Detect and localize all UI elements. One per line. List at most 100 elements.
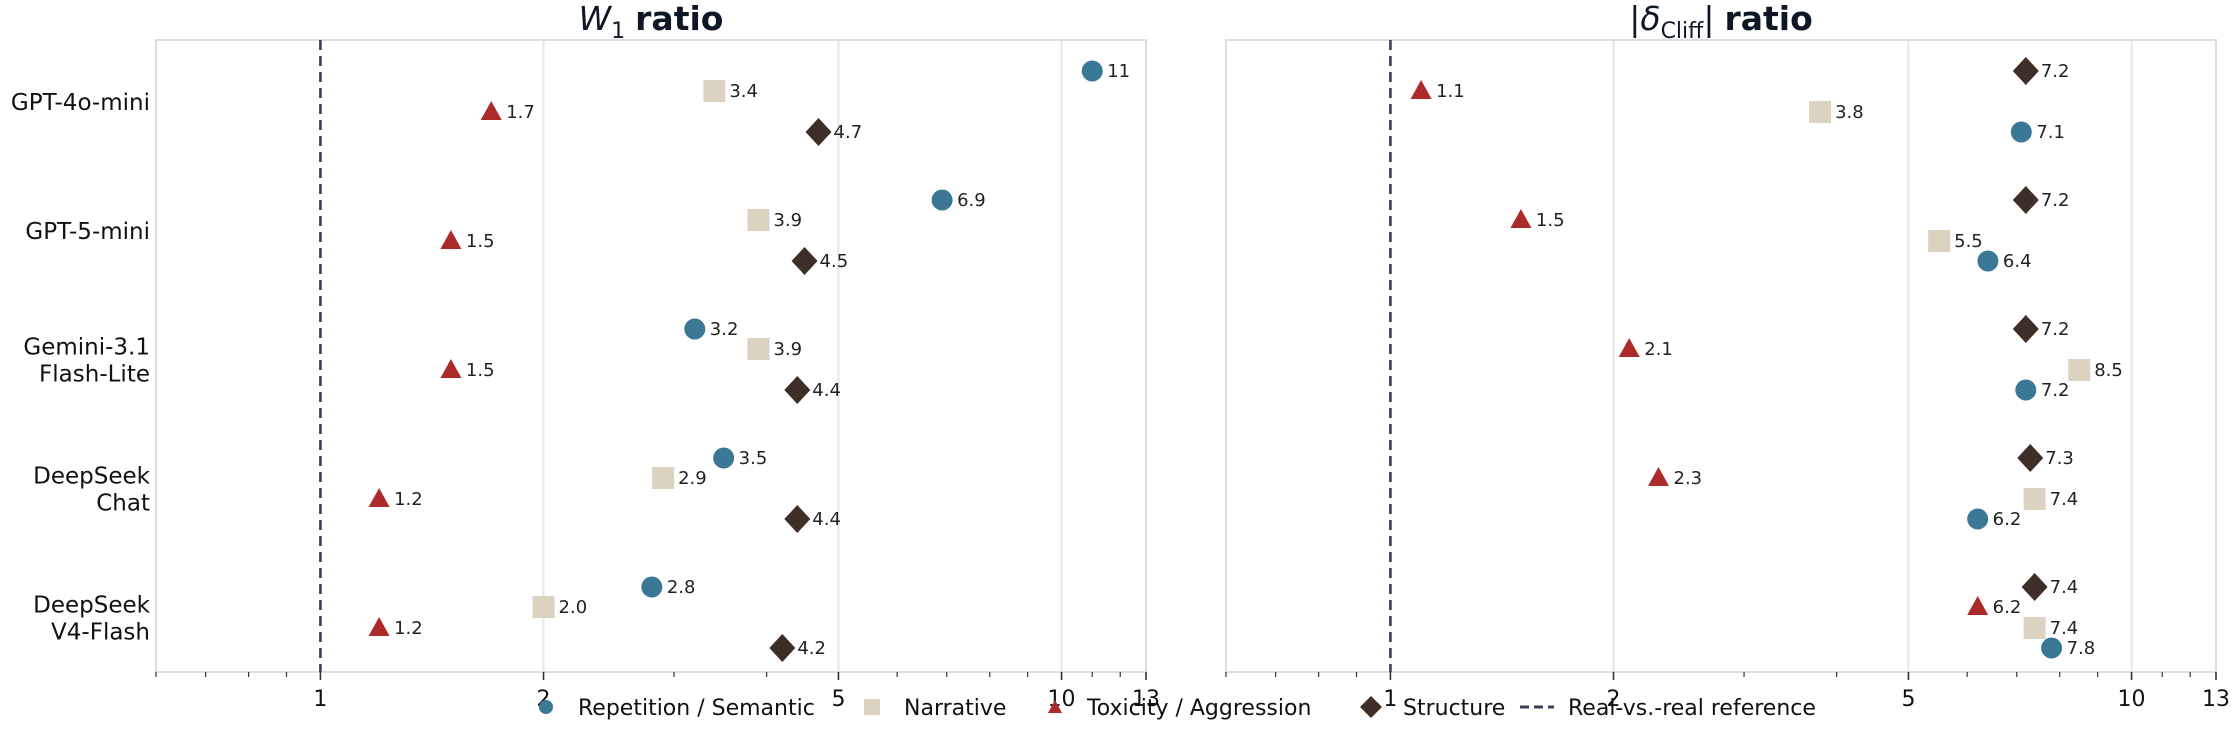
point-narrative-gemini-3-1-flash-lite	[747, 338, 770, 360]
data-label-toxicity-aggression-gemini-3-1-flash-lite: 1.5	[466, 360, 495, 381]
data-label-narrative-gpt-4o-mini: 3.4	[729, 81, 758, 102]
legend-label-real-vs-real-reference: Real-vs.-real reference	[1568, 696, 1816, 721]
point-toxicity-aggression-deepseek-chat	[368, 488, 390, 507]
chart-title: |δCliff| ratio	[1629, 0, 1813, 44]
data-label-structure-gpt-5-mini: 4.5	[820, 251, 849, 272]
data-label-structure-deepseek-chat: 7.3	[2045, 448, 2074, 469]
data-label-narrative-gpt-5-mini: 5.5	[1954, 231, 1983, 252]
x-tick-label-5: 5	[1901, 687, 1915, 712]
legend-label-narrative: Narrative	[904, 696, 1006, 721]
data-label-toxicity-aggression-deepseek-chat: 2.3	[1674, 468, 1703, 489]
x-tick-label-10: 10	[2118, 687, 2146, 712]
data-label-repetition-semantic-deepseek-chat: 3.5	[739, 448, 768, 469]
point-narrative-gpt-4o-mini	[703, 80, 726, 102]
point-repetition-semantic-deepseek-chat	[1967, 508, 1989, 530]
category-label-gemini-3-1-flash-lite: Gemini-3.1 Flash-Lite	[23, 335, 150, 388]
point-narrative-deepseek-chat	[652, 467, 675, 489]
legend-item-structure: Structure	[1360, 696, 1505, 721]
point-narrative-deepseek-v4-flash	[532, 596, 555, 618]
point-repetition-semantic-gemini-3-1-flash-lite	[2015, 379, 2037, 401]
data-label-toxicity-aggression-gpt-5-mini: 1.5	[466, 231, 495, 252]
point-narrative-gemini-3-1-flash-lite	[2068, 359, 2091, 381]
point-repetition-semantic-gpt-5-mini	[1977, 250, 1999, 272]
point-structure-deepseek-chat	[784, 505, 811, 533]
point-narrative-deepseek-chat	[2023, 488, 2046, 510]
legend-label-repetition-semantic: Repetition / Semantic	[578, 696, 815, 721]
data-label-narrative-gemini-3-1-flash-lite: 8.5	[2094, 360, 2123, 381]
legend-label-structure: Structure	[1403, 696, 1505, 721]
point-toxicity-aggression-gemini-3-1-flash-lite	[440, 359, 462, 378]
point-repetition-semantic-gpt-4o-mini	[2010, 121, 2032, 143]
point-toxicity-aggression-gemini-3-1-flash-lite	[1618, 338, 1640, 357]
point-repetition-semantic-gpt-4o-mini	[1081, 60, 1103, 82]
x-tick-label-13: 13	[1132, 687, 1160, 712]
legend-label-toxicity-aggression: Toxicity / Aggression	[1086, 696, 1311, 721]
data-label-toxicity-aggression-deepseek-v4-flash: 6.2	[1993, 597, 2022, 618]
data-label-structure-deepseek-chat: 4.4	[812, 509, 841, 530]
data-label-repetition-semantic-gpt-4o-mini: 11	[1107, 61, 1130, 82]
data-label-structure-deepseek-v4-flash: 7.4	[2050, 577, 2079, 598]
point-toxicity-aggression-gpt-4o-mini	[480, 101, 502, 120]
data-label-repetition-semantic-gemini-3-1-flash-lite: 3.2	[710, 319, 739, 340]
point-repetition-semantic-gemini-3-1-flash-lite	[684, 318, 706, 340]
data-label-repetition-semantic-deepseek-chat: 6.2	[1993, 509, 2022, 530]
point-structure-gpt-4o-mini	[2012, 57, 2039, 85]
data-label-narrative-gpt-5-mini: 3.9	[773, 210, 802, 231]
category-label-deepseek-chat: DeepSeek Chat	[33, 464, 151, 517]
data-label-narrative-gpt-4o-mini: 3.8	[1835, 102, 1864, 123]
data-label-toxicity-aggression-deepseek-chat: 1.2	[394, 489, 423, 510]
point-structure-gemini-3-1-flash-lite	[784, 376, 811, 404]
data-label-repetition-semantic-deepseek-v4-flash: 2.8	[667, 577, 696, 598]
data-label-toxicity-aggression-gpt-5-mini: 1.5	[1536, 210, 1565, 231]
data-label-repetition-semantic-gpt-4o-mini: 7.1	[2036, 122, 2065, 143]
legend-marker-toxicity-aggression	[1048, 700, 1062, 713]
point-structure-gemini-3-1-flash-lite	[2012, 315, 2039, 343]
point-structure-gpt-5-mini	[2012, 186, 2039, 214]
data-label-toxicity-aggression-gpt-4o-mini: 1.1	[1436, 81, 1465, 102]
point-repetition-semantic-deepseek-chat	[713, 447, 735, 469]
point-narrative-gpt-5-mini	[1928, 230, 1951, 252]
data-label-narrative-deepseek-chat: 7.4	[2050, 489, 2079, 510]
point-repetition-semantic-deepseek-v4-flash	[641, 576, 663, 598]
point-toxicity-aggression-gpt-5-mini	[440, 230, 462, 249]
data-label-toxicity-aggression-deepseek-v4-flash: 1.2	[394, 618, 423, 639]
point-narrative-deepseek-v4-flash	[2023, 617, 2046, 639]
legend-item-repetition-semantic: Repetition / Semantic	[539, 696, 815, 721]
x-tick-label-13: 13	[2202, 687, 2230, 712]
point-structure-deepseek-v4-flash	[769, 634, 796, 662]
point-toxicity-aggression-gpt-4o-mini	[1410, 80, 1432, 99]
data-label-repetition-semantic-deepseek-v4-flash: 7.8	[2067, 638, 2096, 659]
point-structure-gpt-4o-mini	[805, 118, 832, 146]
chart-title: W1 ratio	[579, 0, 724, 44]
panel-cliff-ratio: 1 2 5 10 13 |δCliff| ratio 7.2 1.1 3.8 7.1 7.2 1.5 5.…	[1225, 0, 2230, 712]
x-tick-label-5: 5	[831, 687, 845, 712]
legend-marker-narrative	[864, 699, 880, 715]
plot-frame	[1225, 39, 2217, 673]
legend-item-toxicity-aggression: Toxicity / Aggression	[1048, 696, 1311, 721]
point-repetition-semantic-gpt-5-mini	[931, 189, 953, 211]
point-toxicity-aggression-deepseek-v4-flash	[368, 617, 390, 636]
point-structure-deepseek-v4-flash	[2021, 573, 2048, 601]
legend-item-narrative: Narrative	[864, 696, 1006, 721]
data-label-structure-gpt-5-mini: 7.2	[2041, 190, 2070, 211]
point-narrative-gpt-4o-mini	[1809, 101, 1832, 123]
data-label-structure-gemini-3-1-flash-lite: 4.4	[812, 380, 841, 401]
data-label-structure-gemini-3-1-flash-lite: 7.2	[2041, 319, 2070, 340]
data-label-toxicity-aggression-gpt-4o-mini: 1.7	[506, 102, 535, 123]
point-structure-gpt-5-mini	[791, 247, 818, 275]
category-label-gpt-4o-mini: GPT-4o-mini	[11, 90, 150, 116]
data-label-structure-gpt-4o-mini: 7.2	[2041, 61, 2070, 82]
legend-marker-structure	[1360, 696, 1382, 718]
legend: Repetition / Semantic Narrative Toxicity /…	[539, 696, 1816, 721]
data-label-repetition-semantic-gpt-5-mini: 6.9	[957, 190, 986, 211]
data-label-narrative-gemini-3-1-flash-lite: 3.9	[773, 339, 802, 360]
point-structure-deepseek-chat	[2017, 444, 2044, 472]
point-toxicity-aggression-gpt-5-mini	[1510, 209, 1532, 228]
data-label-narrative-deepseek-v4-flash: 2.0	[559, 597, 588, 618]
data-label-narrative-deepseek-chat: 2.9	[678, 468, 707, 489]
plot-frame	[155, 39, 1147, 673]
data-label-structure-deepseek-v4-flash: 4.2	[797, 638, 826, 659]
point-repetition-semantic-deepseek-v4-flash	[2041, 637, 2063, 659]
x-tick-label-1: 1	[313, 687, 327, 712]
